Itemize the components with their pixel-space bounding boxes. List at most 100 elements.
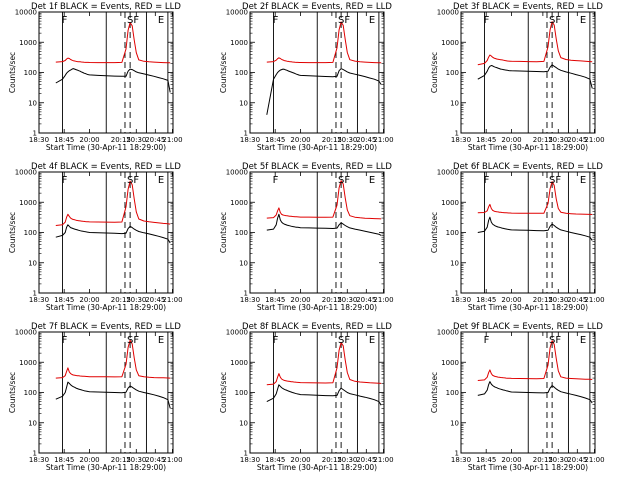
x-tick-label: 18:45 bbox=[476, 136, 496, 144]
x-tick-label: 20:15 bbox=[533, 456, 553, 464]
x-axis-label: Start Time (30-Apr-11 18:29:00) bbox=[46, 463, 166, 472]
y-tick-label: 1 bbox=[455, 130, 459, 138]
x-tick-label: 20:15 bbox=[533, 296, 553, 304]
series-lld-line bbox=[55, 339, 171, 379]
y-tick-label: 100 bbox=[235, 69, 248, 77]
x-tick-label: 20:45 bbox=[567, 456, 587, 464]
y-axis-label: Counts/sec bbox=[8, 212, 17, 253]
x-tick-label: 20:45 bbox=[356, 456, 376, 464]
plot-frame bbox=[460, 11, 596, 134]
series-events-line bbox=[477, 64, 593, 89]
x-tick-label: 20:00 bbox=[290, 296, 310, 304]
y-tick-label: 10 bbox=[239, 259, 248, 267]
x-tick-label: 18:45 bbox=[265, 136, 285, 144]
series-events-line bbox=[55, 68, 171, 93]
x-axis-label: Start Time (30-Apr-11 18:29:00) bbox=[46, 143, 166, 152]
x-tick-label: 20:45 bbox=[145, 136, 165, 144]
series-events-line bbox=[477, 381, 593, 404]
panel-title: Det 2f BLACK = Events, RED = LLD bbox=[242, 2, 392, 12]
phase-marker-label: E bbox=[580, 175, 586, 186]
series-events-line bbox=[477, 216, 593, 241]
series-lld-line bbox=[266, 21, 382, 64]
phase-marker-label: F bbox=[273, 175, 279, 186]
x-tick-label: 20:30 bbox=[126, 456, 146, 464]
phase-marker-label: F bbox=[344, 335, 350, 346]
x-tick-label: 20:30 bbox=[337, 456, 357, 464]
x-tick-label: 20:30 bbox=[548, 296, 568, 304]
phase-marker-label: E bbox=[369, 15, 375, 26]
panel-title: Det 5f BLACK = Events, RED = LLD bbox=[242, 162, 392, 172]
plot-frame bbox=[249, 331, 385, 454]
y-tick-label: 10000 bbox=[226, 169, 248, 177]
y-tick-label: 10 bbox=[450, 419, 459, 427]
x-axis-label: Start Time (30-Apr-11 18:29:00) bbox=[257, 463, 377, 472]
plot-frame bbox=[249, 11, 385, 134]
x-tick-label: 18:30 bbox=[29, 296, 49, 304]
y-tick-label: 100 bbox=[446, 69, 459, 77]
phase-marker-label: F bbox=[62, 15, 68, 26]
detector-panel-8: Det 8f BLACK = Events, RED = LLD 1 10 100 10… bbox=[219, 322, 394, 472]
y-axis-label: Counts/sec bbox=[219, 52, 228, 93]
x-tick-label: 18:30 bbox=[240, 136, 260, 144]
series-events-line bbox=[266, 213, 382, 236]
panel-title: Det 3f BLACK = Events, RED = LLD bbox=[453, 2, 603, 12]
y-tick-label: 1000 bbox=[441, 359, 459, 367]
y-tick-label: 10 bbox=[450, 259, 459, 267]
y-axis-label: Counts/sec bbox=[219, 212, 228, 253]
y-tick-label: 1 bbox=[455, 290, 459, 298]
x-tick-label: 18:45 bbox=[476, 296, 496, 304]
phase-marker-label: S bbox=[338, 335, 344, 346]
y-tick-label: 1 bbox=[33, 450, 37, 458]
x-tick-label: 18:45 bbox=[265, 296, 285, 304]
phase-marker-label: S bbox=[127, 335, 133, 346]
plot-frame bbox=[38, 171, 174, 294]
x-tick-label: 21:00 bbox=[584, 136, 604, 144]
x-tick-label: 20:00 bbox=[79, 456, 99, 464]
y-tick-label: 100 bbox=[24, 229, 37, 237]
x-tick-label: 20:45 bbox=[356, 296, 376, 304]
y-axis-label: Counts/sec bbox=[430, 52, 439, 93]
y-tick-label: 100 bbox=[235, 389, 248, 397]
series-lld-line bbox=[55, 22, 171, 64]
phase-marker-label: F bbox=[273, 15, 279, 26]
y-tick-label: 10000 bbox=[226, 329, 248, 337]
phase-marker-label: F bbox=[555, 175, 561, 186]
phase-marker-label: E bbox=[158, 335, 164, 346]
y-tick-label: 1 bbox=[244, 450, 248, 458]
x-axis-label: Start Time (30-Apr-11 18:29:00) bbox=[468, 463, 588, 472]
phase-marker-label: F bbox=[62, 335, 68, 346]
detector-panel-9: Det 9f BLACK = Events, RED = LLD 1 10 100 10… bbox=[430, 322, 605, 472]
y-tick-label: 1 bbox=[244, 290, 248, 298]
x-tick-label: 20:15 bbox=[322, 136, 342, 144]
y-tick-label: 1000 bbox=[441, 39, 459, 47]
series-lld-line bbox=[477, 21, 593, 66]
panel-title: Det 1f BLACK = Events, RED = LLD bbox=[31, 2, 181, 12]
y-tick-label: 1 bbox=[455, 450, 459, 458]
phase-marker-label: S bbox=[338, 175, 344, 186]
phase-marker-label: E bbox=[580, 15, 586, 26]
phase-marker-label: E bbox=[158, 175, 164, 186]
series-lld-line bbox=[266, 342, 382, 386]
x-tick-label: 20:15 bbox=[111, 136, 131, 144]
plot-frame bbox=[460, 171, 596, 294]
detector-panel-5: Det 5f BLACK = Events, RED = LLD 1 10 100 10… bbox=[219, 162, 394, 312]
phase-marker-label: S bbox=[549, 175, 555, 186]
x-tick-label: 18:45 bbox=[476, 456, 496, 464]
detector-panel-1: Det 1f BLACK = Events, RED = LLD 1 10 100 10… bbox=[8, 2, 183, 152]
x-tick-label: 21:00 bbox=[373, 136, 393, 144]
x-tick-label: 18:45 bbox=[54, 296, 74, 304]
x-tick-label: 20:45 bbox=[567, 136, 587, 144]
phase-marker-label: E bbox=[580, 335, 586, 346]
x-tick-label: 21:00 bbox=[584, 456, 604, 464]
panel-title: Det 9f BLACK = Events, RED = LLD bbox=[453, 322, 603, 332]
phase-marker-label: F bbox=[344, 175, 350, 186]
x-tick-label: 18:30 bbox=[29, 136, 49, 144]
y-tick-label: 100 bbox=[446, 389, 459, 397]
x-tick-label: 18:45 bbox=[265, 456, 285, 464]
x-tick-label: 20:30 bbox=[126, 296, 146, 304]
y-tick-label: 100 bbox=[235, 229, 248, 237]
panel-title: Det 8f BLACK = Events, RED = LLD bbox=[242, 322, 392, 332]
y-tick-label: 100 bbox=[446, 229, 459, 237]
y-axis-label: Counts/sec bbox=[8, 372, 17, 413]
x-tick-label: 20:00 bbox=[290, 136, 310, 144]
